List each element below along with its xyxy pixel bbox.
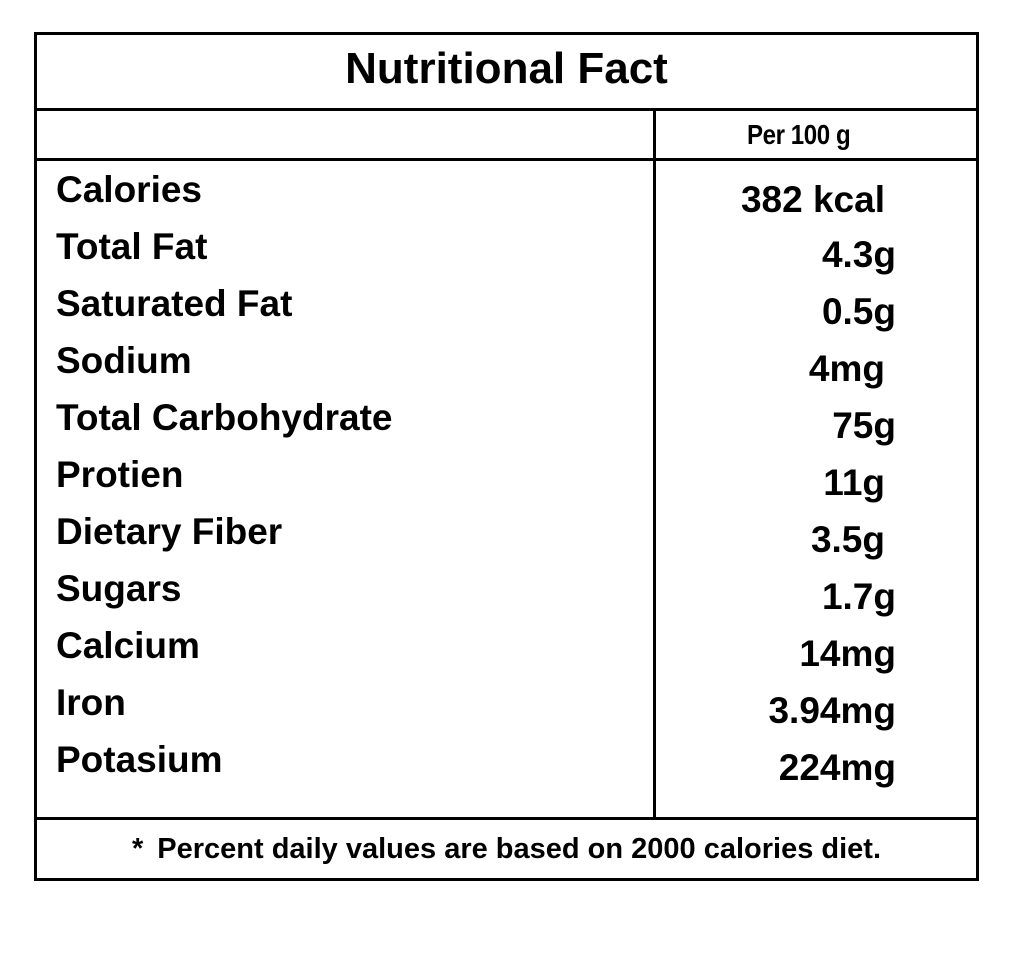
nutrient-value: 11g — [823, 462, 885, 503]
nutrient-name: Calcium — [56, 625, 200, 666]
nutrient-name: Total Fat — [56, 226, 208, 267]
nutrient-value: 4.3g — [821, 234, 896, 275]
nutrient-name: Protien — [56, 454, 184, 495]
page-title: Nutritional Fact — [37, 35, 976, 111]
nutrient-row-total-fat: Total Fat 4.3g — [37, 218, 976, 275]
nutrient-value: 14mg — [799, 633, 896, 674]
nutrient-name: Saturated Fat — [56, 283, 293, 324]
nutrient-name: Potasium — [56, 739, 223, 780]
footnote-text: Percent daily values are based on 2000 c… — [157, 832, 882, 865]
column-divider — [653, 111, 656, 820]
nutrition-facts-panel: Nutritional Fact Per 100 g Calories 382 … — [34, 32, 979, 881]
nutrient-value: 4mg — [808, 348, 885, 389]
nutrient-value: 0.5g — [821, 291, 896, 332]
nutrient-row-iron: Iron 3.94mg — [37, 674, 976, 731]
nutrient-name: Sodium — [56, 340, 192, 381]
nutrient-row-calcium: Calcium 14mg — [37, 617, 976, 674]
footnote: * Percent daily values are based on 2000… — [37, 817, 976, 878]
column-header-row — [37, 111, 976, 161]
nutrient-row-saturated-fat: Saturated Fat 0.5g — [37, 275, 976, 332]
nutrient-row-calories: Calories 382 kcal — [37, 161, 976, 220]
nutrient-name: Dietary Fiber — [56, 511, 283, 552]
nutrient-row-dietary-fiber: Dietary Fiber 3.5g — [37, 503, 976, 560]
nutrient-row-sodium: Sodium 4mg — [37, 332, 976, 389]
nutrient-row-total-carbohydrate: Total Carbohydrate 75g — [37, 389, 976, 446]
nutrient-value: 75g — [832, 405, 896, 446]
nutrient-value: 382 kcal — [740, 179, 885, 220]
nutrient-name: Sugars — [56, 568, 182, 609]
nutrient-value: 1.7g — [821, 576, 896, 617]
nutrient-name: Total Carbohydrate — [56, 397, 393, 438]
nutrient-row-protein: Protien 11g — [37, 446, 976, 503]
nutrient-value: 224mg — [778, 747, 896, 788]
nutrient-row-potassium: Potasium 224mg — [37, 731, 976, 788]
per-serving-label: Per 100 g — [747, 119, 851, 150]
nutrient-name: Iron — [56, 682, 126, 723]
nutrient-row-sugars: Sugars 1.7g — [37, 560, 976, 617]
footnote-marker: * — [131, 832, 144, 865]
nutrient-value: 3.5g — [810, 519, 885, 560]
nutrient-value: 3.94mg — [768, 690, 896, 731]
nutrient-name: Calories — [56, 169, 203, 210]
